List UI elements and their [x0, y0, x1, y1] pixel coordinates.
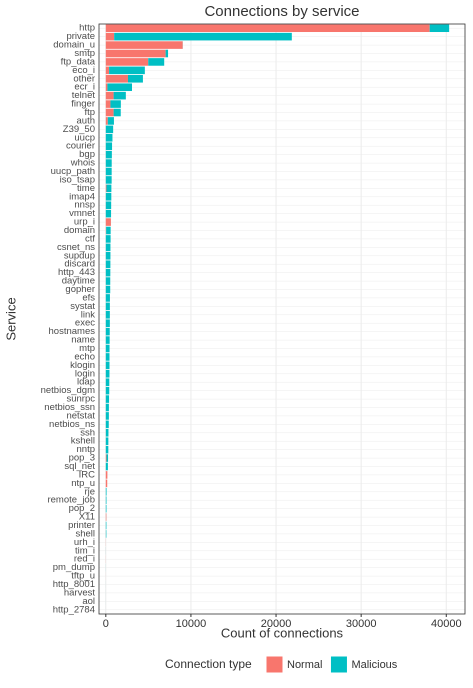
y-tick-label: http_2784 — [53, 604, 95, 615]
bar — [106, 505, 107, 513]
x-tick-label: 20000 — [261, 618, 292, 630]
bar — [107, 83, 132, 91]
bar — [106, 471, 108, 479]
bar — [106, 303, 110, 311]
bar — [106, 530, 107, 538]
bar — [106, 370, 110, 378]
bar — [106, 437, 109, 445]
bar — [106, 201, 111, 209]
bar — [106, 33, 114, 41]
bar — [106, 429, 109, 437]
bar — [106, 210, 111, 218]
bar — [106, 496, 107, 504]
bar — [106, 336, 110, 344]
bar — [106, 387, 109, 395]
bar — [114, 92, 126, 100]
bar — [106, 345, 110, 353]
bar — [106, 41, 183, 49]
bar — [106, 378, 109, 386]
bar — [106, 100, 111, 108]
bar — [106, 260, 111, 268]
bar — [106, 446, 109, 454]
bar — [108, 117, 114, 125]
bar — [148, 58, 164, 66]
bar — [106, 227, 111, 235]
bar — [106, 311, 110, 319]
bar — [106, 185, 111, 193]
x-tick-label: 0 — [103, 618, 109, 630]
bar — [106, 83, 108, 91]
legend-title: Connection type — [165, 657, 252, 671]
bar — [114, 33, 292, 41]
bar — [106, 395, 109, 403]
bar — [106, 176, 112, 184]
bar — [128, 75, 143, 83]
bar — [106, 244, 111, 252]
bar — [106, 134, 113, 142]
bar — [106, 319, 110, 327]
bar — [106, 522, 107, 530]
bar — [106, 269, 111, 277]
bar — [166, 50, 168, 58]
bar — [106, 67, 109, 75]
bar — [430, 24, 449, 32]
legend-swatch — [266, 656, 283, 673]
bar — [106, 235, 111, 243]
bar — [106, 92, 114, 100]
bar — [106, 218, 111, 226]
bar — [106, 168, 112, 176]
bar — [114, 109, 121, 117]
bar — [106, 412, 109, 420]
x-tick-label: 30000 — [346, 618, 377, 630]
bar — [106, 75, 128, 83]
x-tick-label: 10000 — [176, 618, 207, 630]
bar — [106, 328, 110, 336]
bar — [106, 58, 148, 66]
x-tick-label: 40000 — [431, 618, 462, 630]
bar — [110, 100, 120, 108]
bar — [106, 362, 110, 370]
bar — [106, 109, 114, 117]
bar — [106, 193, 111, 201]
bar — [106, 513, 107, 521]
bar — [106, 142, 112, 150]
legend-swatch — [330, 656, 347, 673]
bar — [106, 421, 109, 429]
bar — [106, 294, 110, 302]
bar — [106, 151, 112, 159]
bar — [106, 353, 110, 361]
bar — [106, 252, 111, 260]
bar — [106, 454, 107, 462]
bar — [106, 126, 113, 134]
chart-title: Connections by service — [204, 3, 359, 20]
bar — [106, 404, 109, 412]
bar — [106, 117, 108, 125]
bar — [106, 463, 108, 471]
bar — [106, 50, 166, 58]
bar — [106, 24, 430, 32]
legend-label: Normal — [287, 659, 322, 671]
bar — [109, 67, 145, 75]
bar — [106, 277, 110, 285]
y-axis-label: Service — [3, 297, 18, 340]
bar — [106, 286, 110, 294]
bar — [106, 454, 108, 462]
legend-label: Malicious — [351, 659, 397, 671]
bar — [106, 185, 107, 193]
bar — [106, 488, 107, 496]
bar — [106, 480, 107, 488]
bar — [106, 159, 112, 167]
